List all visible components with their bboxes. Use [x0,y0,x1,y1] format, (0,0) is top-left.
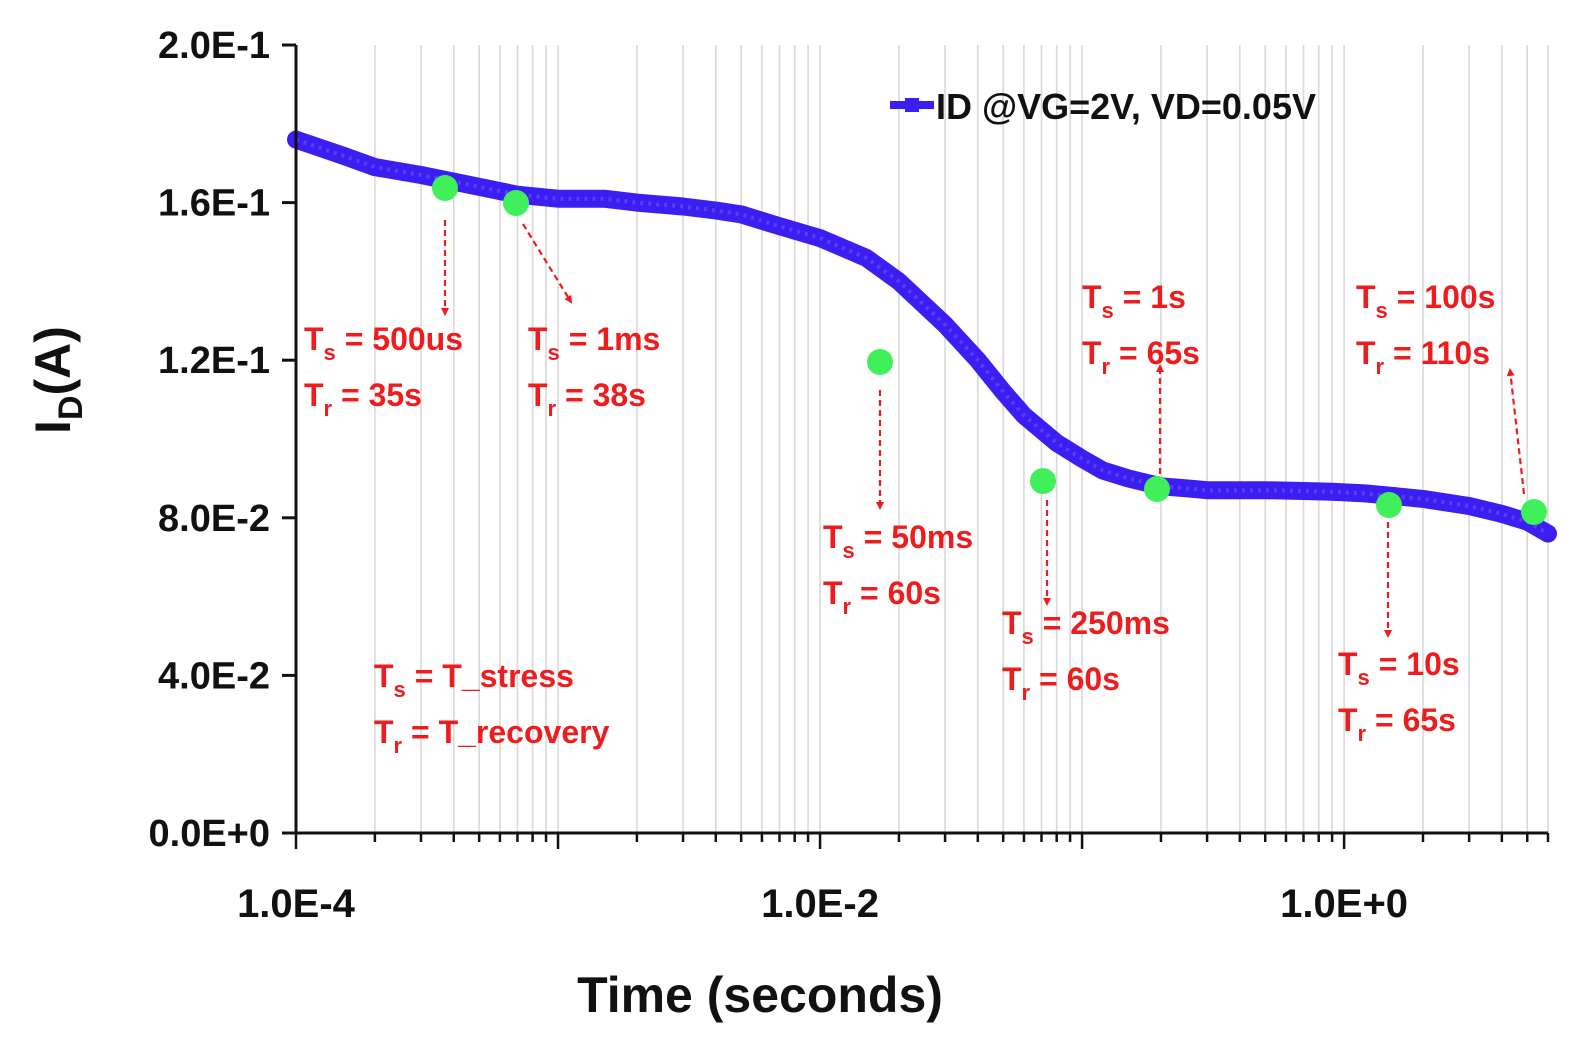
series-line-texture [295,137,1549,536]
x-tick-label-1: 1.0E-2 [761,882,879,926]
axes [282,43,1550,849]
legend-label: ID @VG=2V, VD=0.05V [936,86,1316,127]
annotation-arrow-6 [1506,368,1526,495]
highlight-point-1 [503,190,529,216]
annotation-arrow-1 [522,223,573,304]
highlight-point-4 [1144,476,1170,502]
series-layer [287,130,1557,543]
annotation-tr-2: Tr = 60s [823,575,941,619]
annotation-ts-6: Ts = 100s [1356,279,1495,323]
text-layer: 1.0E-4 1.0E-2 1.0E+0 0.0E+0 4.0E-2 8.0E-2 1.2E… [149,25,1496,926]
annotation-tr-0: Tr = 35s [304,377,422,421]
y-tick-label-5: 2.0E-1 [158,25,270,67]
annotation-ts-3: Ts = 250ms [1002,605,1170,649]
annotation-ts-5: Ts = 10s [1338,646,1460,690]
annotation-ts-4: Ts = 1s [1082,279,1186,323]
annotation-arrows [441,220,1526,638]
y-tick-label-1: 4.0E-2 [158,655,270,697]
annotation-tr-1: Tr = 38s [528,377,646,421]
annotation-tr-3: Tr = 60s [1002,661,1120,705]
y-axis-title: ID(A) [25,326,90,434]
x-tick-label-0: 1.0E-4 [237,882,356,926]
y-tick-label-3: 1.2E-1 [158,340,270,382]
annotation-ts-1: Ts = 1ms [528,321,660,365]
highlight-point-5 [1376,492,1402,518]
highlight-point-3 [1030,468,1056,494]
y-tick-label-4: 1.6E-1 [158,183,270,225]
annotation-ts-2: Ts = 50ms [823,519,973,563]
annotation-tr-6: Tr = 110s [1356,335,1490,379]
y-axis-title-unit: (A) [25,326,81,395]
annotation-tr-5: Tr = 65s [1338,702,1456,746]
x-tick-label-2: 1.0E+0 [1280,882,1408,926]
x-axis-title: Time (seconds) [577,967,943,1023]
legend-swatch-marker [905,98,919,112]
definition-0: Ts = T_stress [374,658,574,702]
highlight-point-6 [1521,499,1547,525]
y-tick-label-0: 0.0E+0 [149,813,271,855]
legend: ID @VG=2V, VD=0.05V [890,86,1316,127]
y-tick-label-2: 8.0E-2 [158,498,270,540]
highlight-point-2 [867,349,893,375]
definition-1: Tr = T_recovery [374,714,610,758]
annotation-ts-0: Ts = 500us [304,321,463,365]
y-axis-title-main: I [25,420,81,434]
highlight-point-0 [432,175,458,201]
highlight-points [432,175,1547,525]
annotation-tr-4: Tr = 65s [1082,335,1200,379]
y-axis-title-subscript: D [52,395,90,420]
